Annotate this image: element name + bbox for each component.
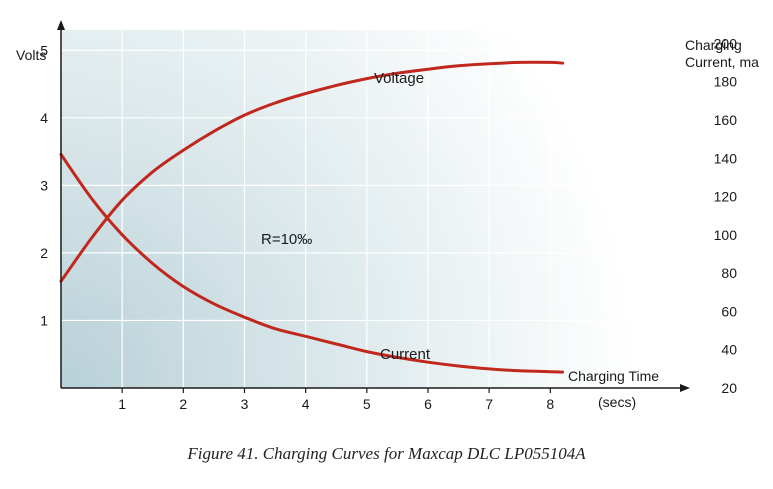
x-tick-label-1: 1 [118,396,126,412]
series-line-current [59,152,565,374]
x-tick-label-2: 2 [179,396,187,412]
axes [57,20,690,392]
y-right-tick-label-40: 40 [721,342,737,358]
y-right-tick-label-140: 140 [714,150,738,166]
x-tick-label-5: 5 [363,396,371,412]
series-line-voltage [59,60,565,283]
y-right-axis-label-line1: Charging [685,37,742,53]
y-left-tick-label-2: 2 [40,245,48,261]
x-tick-label-6: 6 [424,396,432,412]
y-axis-arrow [57,20,65,30]
grid-lines [61,30,652,388]
y-left-tick-label-1: 1 [40,312,48,328]
y-right-tick-label-100: 100 [714,227,738,243]
x-tick-label-3: 3 [241,396,249,412]
y-left-tick-label-3: 3 [40,177,48,193]
y-right-axis-label-line2: Current, ma [685,54,759,70]
y-right-tick-label-200: 200 [714,35,738,51]
x-tick-label-8: 8 [546,396,554,412]
x-tick-label-4: 4 [302,396,310,412]
annotation-r: R=10‰ [261,231,312,248]
y-left-tick-label-4: 4 [40,110,48,126]
plot-background [61,30,661,388]
y-right-tick-label-160: 160 [714,112,738,128]
y-right-tick-label-80: 80 [721,265,737,281]
series-label-current: Current [380,346,431,363]
y-left-axis-label: Volts [16,47,46,63]
series-label-voltage: Voltage [374,70,424,87]
x-axis-label: Charging Time [568,368,659,384]
y-right-tick-label-180: 180 [714,74,738,90]
x-axis-unit: (secs) [598,394,636,410]
y-left-tick-label-5: 5 [40,42,48,58]
y-right-tick-label-20: 20 [721,380,737,396]
x-tick-label-7: 7 [485,396,493,412]
y-right-tick-label-60: 60 [721,303,737,319]
y-right-tick-label-120: 120 [714,189,738,205]
x-axis-arrow [680,384,690,392]
figure-caption: Figure 41. Charging Curves for Maxcap DL… [187,444,586,463]
